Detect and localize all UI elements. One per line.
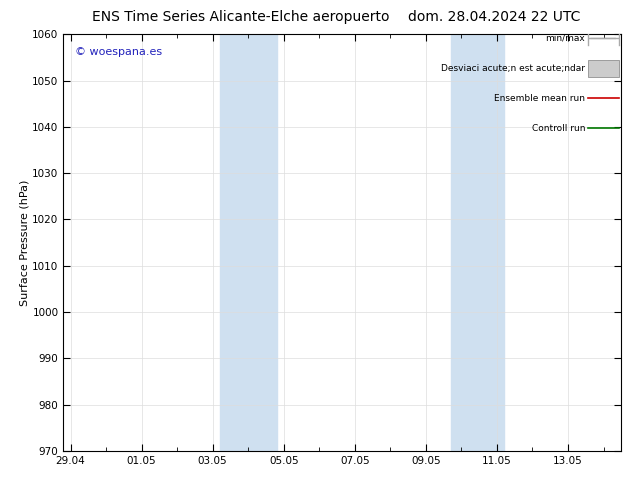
Bar: [220, 34, 276, 451]
Bar: [451, 34, 504, 451]
Text: © woespana.es: © woespana.es: [75, 47, 162, 57]
Text: Controll run: Controll run: [531, 124, 585, 133]
Y-axis label: Surface Pressure (hPa): Surface Pressure (hPa): [20, 179, 30, 306]
Text: Desviaci acute;n est acute;ndar: Desviaci acute;n est acute;ndar: [441, 64, 585, 73]
Bar: [588, 60, 619, 77]
Text: dom. 28.04.2024 22 UTC: dom. 28.04.2024 22 UTC: [408, 10, 581, 24]
Text: min/max: min/max: [545, 34, 585, 43]
Text: Ensemble mean run: Ensemble mean run: [494, 94, 585, 103]
Text: ENS Time Series Alicante-Elche aeropuerto: ENS Time Series Alicante-Elche aeropuert…: [92, 10, 390, 24]
